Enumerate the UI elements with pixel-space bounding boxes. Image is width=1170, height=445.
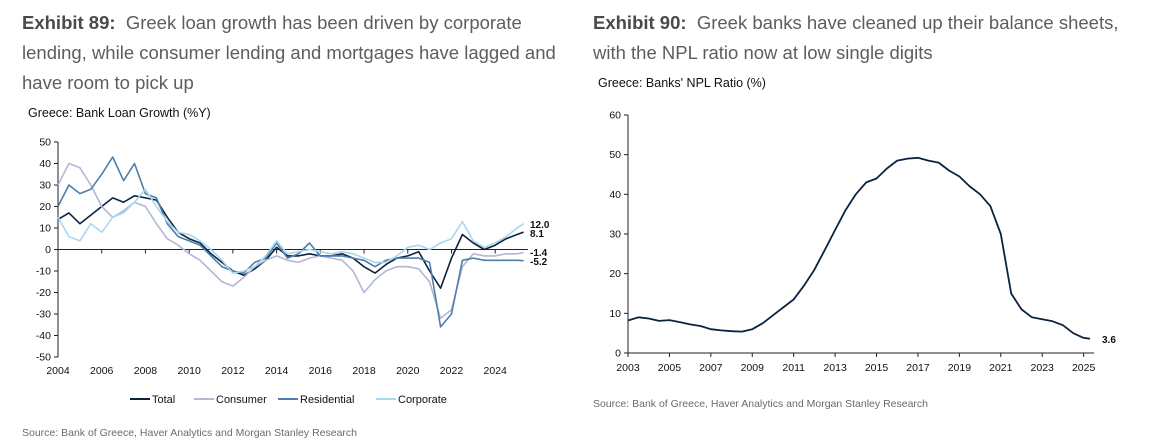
legend-label-corporate: Corporate: [398, 394, 447, 406]
legend-label-total: Total: [152, 394, 175, 406]
y-tick-label: 30: [39, 180, 51, 192]
y-tick-label: 20: [39, 201, 51, 213]
x-tick-label: 2012: [221, 365, 245, 377]
x-tick-label: 2007: [699, 362, 723, 374]
y-tick-label: 40: [609, 189, 621, 201]
end-label-npl-ratio: 3.6: [1102, 335, 1116, 346]
exhibit-90-source: Source: Bank of Greece, Haver Analytics …: [593, 398, 929, 410]
x-tick-label: 2017: [906, 362, 930, 374]
exhibit-90-title: Exhibit 90: Greek banks have cleaned up …: [593, 8, 1153, 68]
x-tick-label: 2003: [616, 362, 640, 374]
exhibit-90-number: Exhibit 90:: [593, 12, 687, 33]
x-tick-label: 2005: [658, 362, 682, 374]
end-label-consumer: -1.4: [530, 248, 548, 259]
y-tick-label: -40: [36, 330, 51, 342]
end-label-corporate: 12.0: [530, 220, 550, 231]
y-tick-label: -30: [36, 309, 51, 321]
loan-growth-chart: -50 -40 -30 -20 -10 0 10 20 30 40 50 2004 2006 2008 20…: [36, 137, 550, 407]
loan-growth-chart-title: Greece: Bank Loan Growth (%Y): [28, 106, 211, 120]
legend-label-residential: Residential: [300, 394, 354, 406]
x-tick-label: 2023: [1031, 362, 1055, 374]
x-tick-label: 2018: [352, 365, 376, 377]
y-tick-label: 60: [609, 110, 621, 122]
y-tick-label: 50: [609, 149, 621, 161]
x-tick-label: 2009: [741, 362, 765, 374]
end-label-residential: -5.2: [530, 257, 548, 268]
exhibit-90-title-text: Greek banks have cleaned up their balanc…: [593, 12, 1119, 63]
x-tick-label: 2024: [484, 365, 508, 377]
y-tick-label: -20: [36, 287, 51, 299]
x-tick-label: 2015: [865, 362, 889, 374]
series-line-consumer: [57, 162, 524, 320]
y-tick-label: 0: [45, 244, 51, 256]
y-tick-label: -10: [36, 266, 51, 278]
x-tick-label: 2013: [823, 362, 847, 374]
x-tick-label: 2025: [1072, 362, 1096, 374]
x-tick-label: 2019: [948, 362, 972, 374]
npl-ratio-chart: 0 10 20 30 40 50 60 2003 2005 2007 2009 2011 2013 201…: [609, 110, 1116, 375]
x-tick-label: 2022: [440, 365, 464, 377]
y-tick-label: 10: [39, 223, 51, 235]
y-tick-label: 0: [615, 348, 621, 360]
series-line-residential: [57, 156, 524, 328]
exhibit-89-title: Exhibit 89: Greek loan growth has been d…: [22, 8, 567, 98]
exhibit-89-source: Source: Bank of Greece, Haver Analytics …: [22, 427, 358, 439]
series-line-npl-ratio: [627, 156, 1091, 340]
y-tick-label: 30: [609, 229, 621, 241]
npl-chart-title: Greece: Banks' NPL Ratio (%): [598, 76, 766, 90]
y-tick-label: -50: [36, 352, 51, 364]
y-tick-label: 40: [39, 158, 51, 170]
series-line-corporate: [57, 188, 525, 274]
x-tick-label: 2010: [177, 365, 201, 377]
y-tick-label: 10: [609, 308, 621, 320]
x-tick-label: 2004: [46, 365, 70, 377]
y-tick-label: 50: [39, 137, 51, 149]
x-tick-label: 2011: [782, 362, 805, 374]
exhibit-89-title-text: Greek loan growth has been driven by cor…: [22, 12, 556, 93]
x-tick-label: 2014: [265, 365, 289, 377]
x-tick-label: 2006: [90, 365, 114, 377]
y-tick-label: 20: [609, 268, 621, 280]
legend-label-consumer: Consumer: [216, 394, 267, 406]
exhibit-89-number: Exhibit 89:: [22, 12, 116, 33]
x-tick-label: 2020: [396, 365, 420, 377]
x-tick-label: 2021: [989, 362, 1013, 374]
x-tick-label: 2016: [309, 365, 333, 377]
end-label-total: 8.1: [530, 229, 544, 240]
x-tick-label: 2008: [134, 365, 158, 377]
